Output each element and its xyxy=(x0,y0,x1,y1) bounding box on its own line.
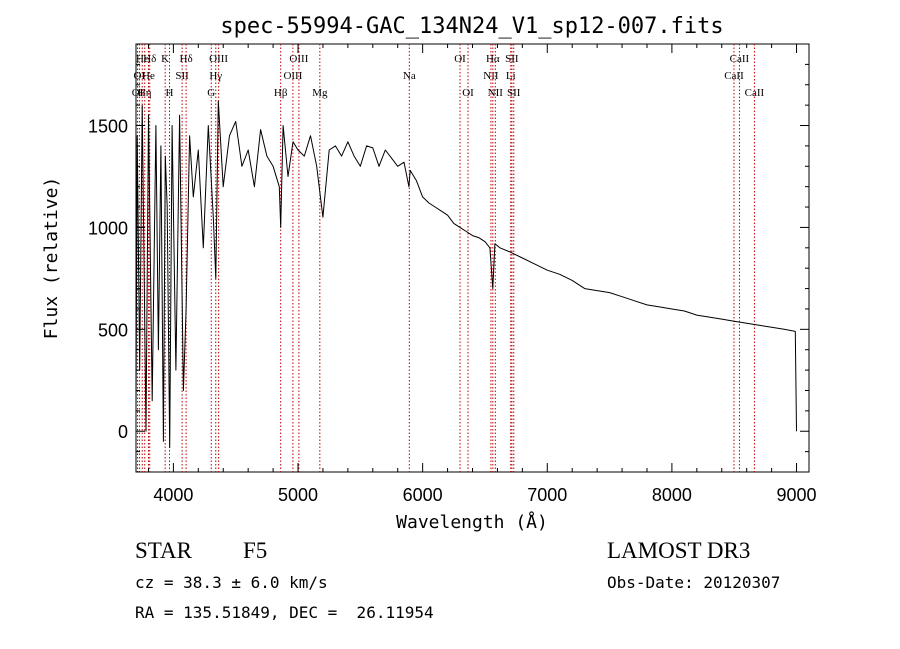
line-marker-label: G xyxy=(207,87,215,99)
object-subclass: F5 xyxy=(243,538,268,563)
y-axis-label: Flux (relative) xyxy=(41,177,62,340)
line-marker-label: Hβ xyxy=(274,87,288,99)
line-marker-label: OIII xyxy=(209,53,228,65)
line-marker-label: CaII xyxy=(724,70,744,82)
line-marker-label: CaII xyxy=(730,53,750,65)
line-marker-label: Hδ xyxy=(180,53,193,65)
line-marker-label: SII xyxy=(175,70,189,82)
line-marker-label: Hα xyxy=(486,53,500,65)
line-marker-label: NII xyxy=(483,70,499,82)
line-marker-label: He xyxy=(142,70,155,82)
obs-date-text: Obs-Date: 20120307 xyxy=(607,573,781,592)
x-axis-label: Wavelength (Å) xyxy=(396,511,548,533)
x-tick-label: 8000 xyxy=(652,485,692,505)
chart-title: spec-55994-GAC_134N24_V1_sp12-007.fits xyxy=(220,14,723,39)
object-class: STAR xyxy=(135,538,192,563)
line-marker-label: H xyxy=(166,87,174,99)
line-marker-label: SII xyxy=(505,53,519,65)
line-marker-label: OI xyxy=(134,70,146,82)
coordinates-text: RA = 135.51849, DEC = 26.11954 xyxy=(135,603,434,622)
y-tick-label: 0 xyxy=(118,422,128,442)
survey-name: LAMOST DR3 xyxy=(607,538,751,563)
x-tick-label: 4000 xyxy=(153,485,193,505)
series-layer xyxy=(135,100,797,448)
line-marker-label: K xyxy=(161,53,169,65)
line-marker-label: NII xyxy=(488,87,504,99)
x-tick-label: 5000 xyxy=(278,485,318,505)
line-marker-label: Li xyxy=(506,70,516,82)
line-marker-label: Hε xyxy=(136,53,149,65)
line-marker-label: OI xyxy=(454,53,466,65)
y-tick-label: 500 xyxy=(98,320,128,340)
y-tick-label: 1500 xyxy=(88,117,128,137)
line-marker-label: OIII xyxy=(289,53,308,65)
x-tick-label: 7000 xyxy=(527,485,567,505)
series-line-spectrum xyxy=(135,100,797,448)
line-marker-label: Hδ xyxy=(143,53,156,65)
line-marker-label: OIII xyxy=(283,70,302,82)
axes: 4000 5000 6000 7000 8000 9000 0 500 1000 1500 xyxy=(88,43,817,505)
x-tick-label: 9000 xyxy=(777,485,817,505)
line-marker-label: OI xyxy=(462,87,474,99)
line-marker-label: Hγ xyxy=(209,70,222,82)
line-marker-label: CaII xyxy=(745,87,765,99)
line-marker-label: Na xyxy=(403,70,416,82)
line-marker-label: OI xyxy=(132,87,144,99)
plot-frame xyxy=(135,43,810,473)
line-marker-label: SII xyxy=(507,87,521,99)
redshift-text: cz = 38.3 ± 6.0 km/s xyxy=(135,573,328,592)
line-marker-label: Mg xyxy=(312,87,328,99)
y-tick-label: 1000 xyxy=(88,218,128,238)
x-tick-label: 6000 xyxy=(403,485,443,505)
